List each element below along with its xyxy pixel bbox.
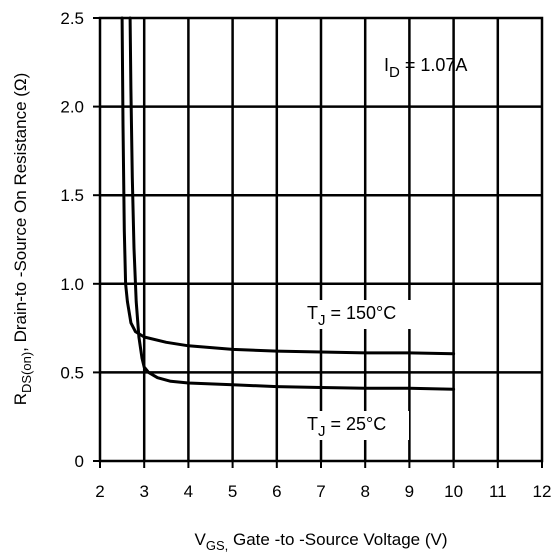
y-axis-ticks: 0 0.5 1.0 1.5 2.0 2.5 [60,9,100,471]
y-axis-title: RDS(on), Drain-to -Source On Resistance … [11,73,34,406]
grid [100,18,542,461]
x-tick-label-4: 4 [184,482,193,501]
series-layer [120,16,456,391]
x-tick-label-6: 6 [272,482,281,501]
x-tick-label-3: 3 [139,482,148,501]
y-tick-label-1.5: 1.5 [60,186,84,205]
y-tick-label-0: 0 [75,452,84,471]
x-tick-label-7: 7 [316,482,325,501]
y-tick-label-0.5: 0.5 [60,363,84,382]
x-tick-label-8: 8 [360,482,369,501]
x-tick-label-5: 5 [228,482,237,501]
annotation-bg-t150 [303,300,421,329]
x-tick-label-10: 10 [444,482,463,501]
y-tick-label-2.0: 2.0 [60,98,84,117]
annotation-bg-t25 [303,411,409,440]
annotations-layer: ID = 1.07A TJ = 150°C TJ = 25°C [303,55,467,440]
annotation-id: ID = 1.07A [384,55,467,81]
y-tick-label-1.0: 1.0 [60,275,84,294]
annotation-t25: TJ = 25°C [307,414,386,440]
x-axis-ticks: 2 3 4 5 6 7 8 9 10 11 12 [95,461,551,501]
x-axis-title: VGS, Gate -to -Source Voltage (V) [195,530,448,553]
series-line-t150 [120,16,456,356]
y-tick-label-2.5: 2.5 [60,9,84,28]
x-tick-label-9: 9 [405,482,414,501]
series-line-t25 [128,16,456,391]
x-tick-label-11: 11 [489,482,507,501]
x-tick-label-2: 2 [95,482,104,501]
annotation-t150: TJ = 150°C [307,303,396,329]
x-tick-label-12: 12 [533,482,552,501]
